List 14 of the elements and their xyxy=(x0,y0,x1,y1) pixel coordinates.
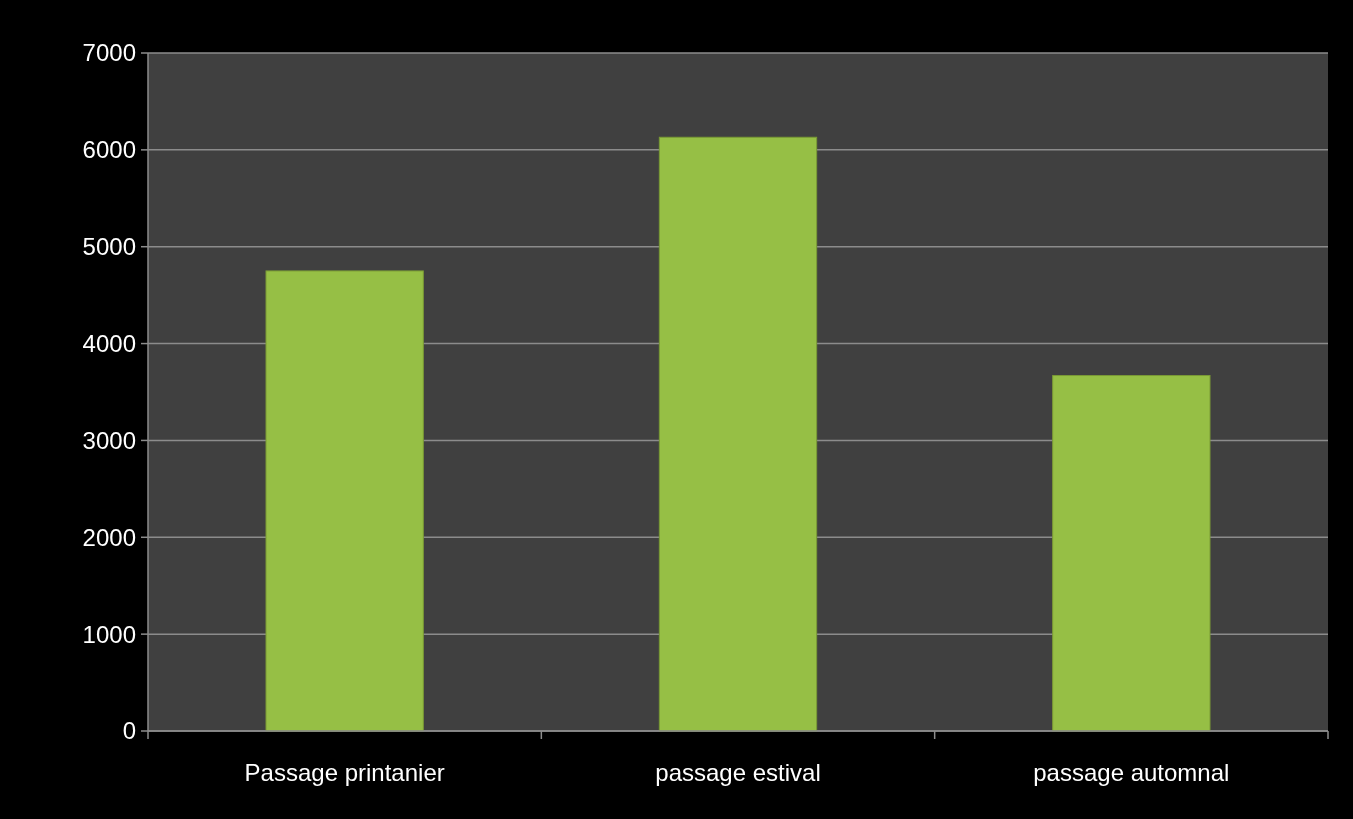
bar xyxy=(658,136,818,732)
bar xyxy=(265,270,424,732)
x-tick-label: Passage printanier xyxy=(244,759,445,786)
x-tick-label: passage automnal xyxy=(1033,759,1230,786)
y-tick-label: 1000 xyxy=(82,620,136,648)
bar xyxy=(1052,375,1211,732)
y-tick-label: 2000 xyxy=(82,523,136,551)
y-tick-label: 3000 xyxy=(82,426,136,454)
y-tick-label: 5000 xyxy=(82,233,136,261)
x-tick-label: passage estival xyxy=(655,759,821,786)
y-tick-label: 7000 xyxy=(82,39,136,67)
y-tick-label: 6000 xyxy=(82,136,136,164)
y-tick-label: 0 xyxy=(122,717,136,745)
y-tick-label: 4000 xyxy=(82,329,136,357)
